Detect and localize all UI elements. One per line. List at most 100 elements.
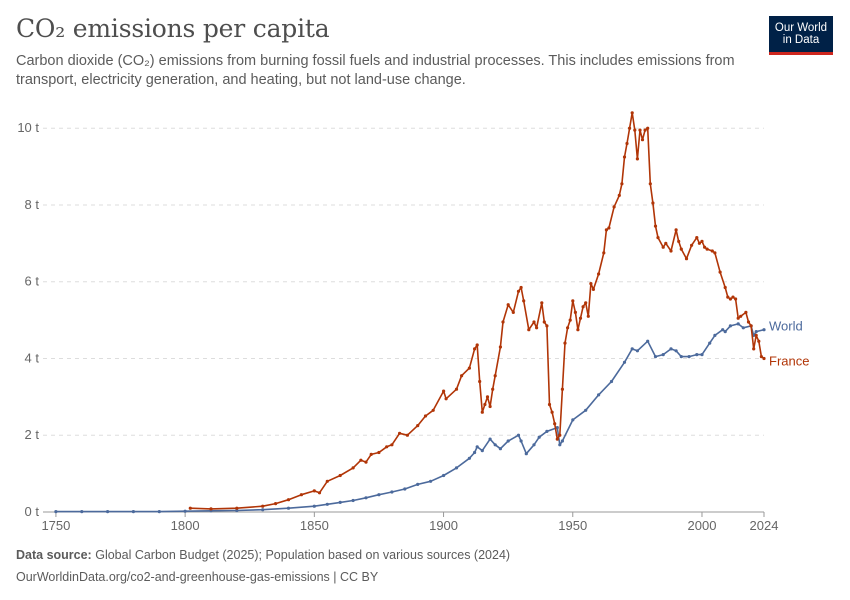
data-point[interactable] bbox=[736, 316, 740, 320]
data-point[interactable] bbox=[635, 349, 640, 353]
data-point[interactable] bbox=[483, 402, 487, 407]
data-point[interactable] bbox=[589, 282, 593, 286]
data-point[interactable] bbox=[690, 243, 694, 247]
data-point[interactable] bbox=[131, 510, 135, 514]
data-point[interactable] bbox=[573, 310, 578, 314]
series-france[interactable] bbox=[188, 111, 766, 511]
data-point[interactable] bbox=[695, 236, 699, 240]
data-point[interactable] bbox=[54, 510, 58, 514]
data-point[interactable] bbox=[325, 502, 329, 506]
data-point[interactable] bbox=[351, 498, 355, 503]
data-point[interactable] bbox=[635, 157, 640, 161]
data-point[interactable] bbox=[535, 326, 539, 330]
data-point[interactable] bbox=[550, 410, 554, 414]
data-point[interactable] bbox=[299, 493, 303, 497]
data-point[interactable] bbox=[558, 443, 562, 447]
data-point[interactable] bbox=[625, 141, 629, 146]
data-point[interactable] bbox=[235, 508, 239, 513]
data-point[interactable] bbox=[359, 458, 363, 462]
data-point[interactable] bbox=[423, 414, 428, 418]
data-point[interactable] bbox=[532, 320, 536, 324]
data-point[interactable] bbox=[540, 301, 544, 305]
data-point[interactable] bbox=[749, 324, 753, 328]
data-point[interactable] bbox=[369, 452, 373, 456]
data-point[interactable] bbox=[488, 437, 492, 441]
data-point[interactable] bbox=[478, 379, 482, 384]
data-point[interactable] bbox=[723, 285, 727, 290]
data-point[interactable] bbox=[467, 366, 471, 370]
data-point[interactable] bbox=[377, 450, 381, 455]
data-point[interactable] bbox=[480, 410, 484, 414]
data-point[interactable] bbox=[571, 418, 575, 422]
data-point[interactable] bbox=[617, 193, 621, 197]
data-point[interactable] bbox=[597, 272, 601, 276]
data-point[interactable] bbox=[578, 316, 583, 320]
data-point[interactable] bbox=[713, 333, 717, 337]
data-point[interactable] bbox=[286, 506, 291, 510]
data-point[interactable] bbox=[669, 249, 673, 253]
data-point[interactable] bbox=[560, 439, 565, 443]
data-point[interactable] bbox=[713, 251, 717, 255]
data-point[interactable] bbox=[317, 491, 322, 495]
data-point[interactable] bbox=[519, 285, 523, 290]
data-point[interactable] bbox=[728, 297, 733, 301]
data-point[interactable] bbox=[442, 473, 446, 478]
data-point[interactable] bbox=[511, 310, 515, 314]
data-point[interactable] bbox=[697, 241, 702, 245]
data-point[interactable] bbox=[338, 473, 342, 478]
data-point[interactable] bbox=[560, 387, 565, 391]
data-point[interactable] bbox=[584, 301, 588, 305]
data-point[interactable] bbox=[209, 507, 213, 511]
data-point[interactable] bbox=[607, 226, 611, 230]
data-point[interactable] bbox=[364, 460, 368, 464]
data-point[interactable] bbox=[403, 487, 407, 491]
data-point[interactable] bbox=[188, 506, 192, 510]
data-point[interactable] bbox=[80, 510, 84, 514]
data-point[interactable] bbox=[491, 387, 495, 391]
data-point[interactable] bbox=[405, 433, 409, 437]
data-point[interactable] bbox=[710, 249, 714, 253]
data-point[interactable] bbox=[364, 496, 368, 500]
data-point[interactable] bbox=[584, 408, 588, 412]
data-point[interactable] bbox=[576, 328, 580, 332]
data-point[interactable] bbox=[684, 257, 689, 261]
data-point[interactable] bbox=[473, 347, 477, 351]
data-point[interactable] bbox=[558, 433, 562, 437]
data-point[interactable] bbox=[516, 289, 521, 293]
data-point[interactable] bbox=[653, 355, 658, 359]
data-point[interactable] bbox=[591, 287, 596, 291]
data-point[interactable] bbox=[648, 182, 652, 186]
data-point[interactable] bbox=[532, 443, 536, 447]
data-point[interactable] bbox=[444, 397, 448, 401]
data-point[interactable] bbox=[261, 504, 265, 508]
data-point[interactable] bbox=[555, 426, 559, 430]
data-point[interactable] bbox=[597, 393, 601, 397]
data-point[interactable] bbox=[568, 318, 572, 322]
data-point[interactable] bbox=[157, 510, 161, 514]
data-point[interactable] bbox=[542, 320, 546, 324]
data-point[interactable] bbox=[622, 360, 627, 364]
data-point[interactable] bbox=[475, 445, 479, 449]
data-point[interactable] bbox=[473, 450, 477, 455]
data-point[interactable] bbox=[741, 326, 745, 330]
source-url[interactable]: OurWorldinData.org/co2-and-greenhouse-ga… bbox=[16, 570, 379, 584]
data-point[interactable] bbox=[628, 126, 632, 130]
data-point[interactable] bbox=[679, 247, 683, 251]
data-point[interactable] bbox=[106, 510, 110, 514]
data-point[interactable] bbox=[687, 355, 691, 359]
data-point[interactable] bbox=[493, 443, 497, 447]
data-point[interactable] bbox=[757, 339, 761, 343]
data-point[interactable] bbox=[493, 374, 497, 378]
data-point[interactable] bbox=[545, 324, 549, 328]
data-point[interactable] bbox=[454, 387, 459, 391]
data-point[interactable] bbox=[429, 479, 433, 483]
data-point[interactable] bbox=[566, 326, 570, 330]
data-point[interactable] bbox=[501, 320, 505, 324]
data-point[interactable] bbox=[431, 408, 435, 412]
data-point[interactable] bbox=[744, 310, 748, 314]
data-point[interactable] bbox=[734, 297, 738, 301]
data-point[interactable] bbox=[537, 435, 541, 439]
data-point[interactable] bbox=[524, 452, 528, 456]
data-point[interactable] bbox=[633, 128, 637, 132]
data-point[interactable] bbox=[721, 328, 725, 332]
